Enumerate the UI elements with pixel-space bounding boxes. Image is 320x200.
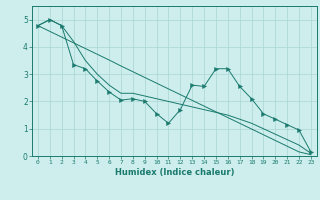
X-axis label: Humidex (Indice chaleur): Humidex (Indice chaleur) — [115, 168, 234, 177]
